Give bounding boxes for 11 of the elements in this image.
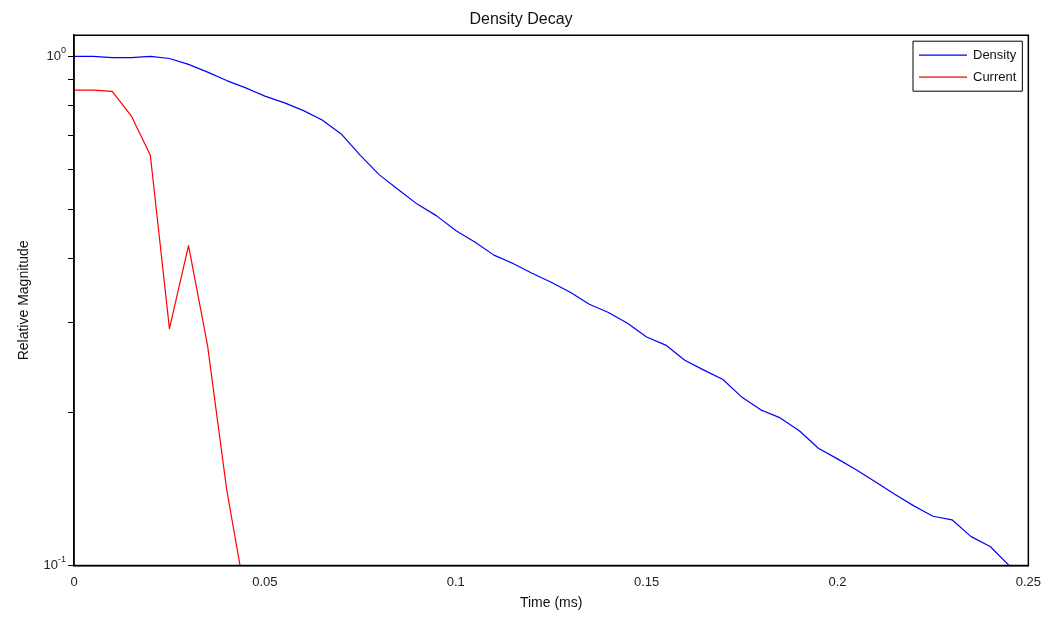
legend-label: Density <box>973 46 1017 62</box>
chart-title: Density Decay <box>469 10 573 28</box>
x-tick-label: 0.05 <box>252 573 278 589</box>
x-tick-label: 0.25 <box>1015 573 1042 589</box>
x-tick-label: 0.2 <box>828 573 847 589</box>
y-axis-title: Relative Magnitude <box>15 240 32 361</box>
x-tick-label: 0.15 <box>633 573 660 589</box>
legend-label: Current <box>973 68 1017 84</box>
x-axis-title: Time (ms) <box>519 594 583 611</box>
x-tick-label: 0.1 <box>446 573 465 589</box>
x-tick-label: 0 <box>70 573 78 589</box>
